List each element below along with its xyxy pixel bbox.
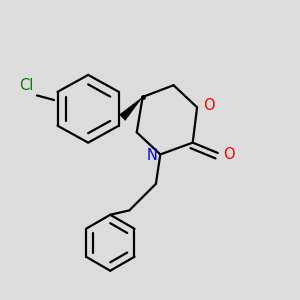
Text: Cl: Cl bbox=[19, 78, 33, 93]
Text: O: O bbox=[203, 98, 214, 113]
Text: O: O bbox=[223, 147, 235, 162]
Polygon shape bbox=[119, 97, 142, 120]
Text: N: N bbox=[146, 148, 158, 164]
